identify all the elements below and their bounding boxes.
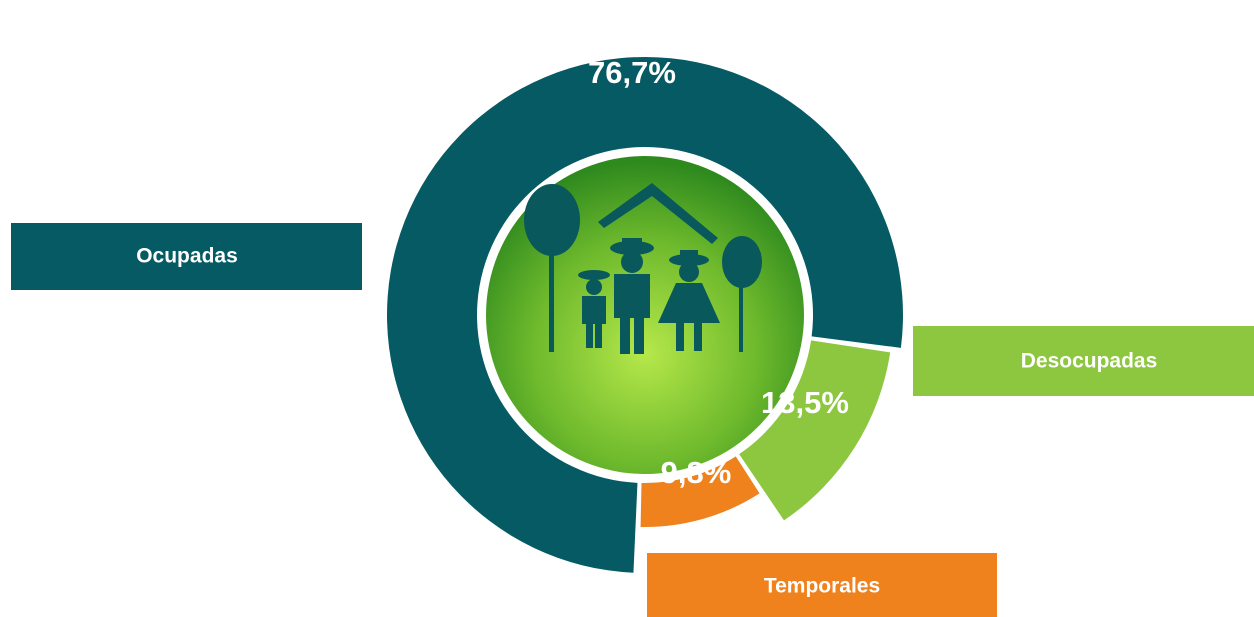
wedge [640,456,760,527]
value-label: 76,7% [588,55,676,90]
legend-box [913,326,1254,396]
value-label: 13,5% [761,385,849,420]
legend-label: Desocupadas [1021,350,1158,373]
legend-box [11,223,362,290]
family-icon [524,183,762,354]
legend-label: Temporales [764,575,880,598]
legend-label: Ocupadas [136,245,238,268]
wedge [739,340,891,521]
wedge [386,56,903,573]
wedges [386,56,903,573]
legend-box [647,553,997,617]
value-label: 9,8% [661,455,732,490]
